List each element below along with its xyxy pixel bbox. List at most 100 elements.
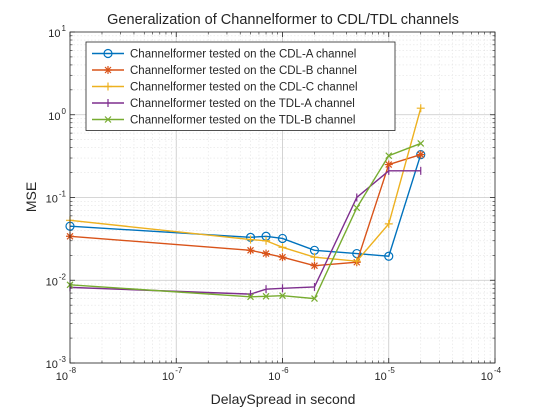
legend-label: Channelformer tested on the CDL-C channe… <box>130 82 358 94</box>
legend-marker <box>103 48 113 59</box>
legend-label: Channelformer tested on the TDL-B channe… <box>130 115 355 127</box>
x-tick-base: 10 <box>56 371 68 383</box>
data-point-shape <box>311 295 318 303</box>
y-tick-label: 110 <box>48 24 66 40</box>
y-tick-base: 10 <box>48 111 60 123</box>
legend-item-2: Channelformer tested on the CDL-B channe… <box>92 65 357 77</box>
data-point <box>310 261 319 270</box>
data-point <box>384 219 393 228</box>
data-point-shape <box>416 104 425 113</box>
data-point-shape <box>352 257 361 266</box>
data-point <box>385 152 393 160</box>
data-point <box>311 295 318 303</box>
series-layer <box>65 104 426 303</box>
legend-item-1: Channelformer tested on the CDL-A channe… <box>92 49 356 61</box>
y-tick-exponent: -2 <box>59 272 67 281</box>
data-point-shape <box>310 253 319 262</box>
series-line <box>69 170 421 295</box>
data-point-shape <box>247 293 254 301</box>
data-point <box>310 253 319 262</box>
legend-label: Channelformer tested on the CDL-A channe… <box>130 49 356 61</box>
data-point <box>416 150 425 159</box>
data-point <box>417 140 425 147</box>
x-tick-label: 10-7 <box>162 366 183 383</box>
data-point <box>353 204 361 212</box>
y-tick-base: 10 <box>46 359 58 371</box>
data-point-shape <box>384 160 393 169</box>
y-tick-base: 10 <box>48 28 60 40</box>
data-point-shape <box>262 236 271 245</box>
data-point-shape <box>246 246 255 255</box>
data-point-shape <box>278 253 287 262</box>
data-point-shape <box>277 233 288 244</box>
y-tick-label: -210 <box>46 272 67 288</box>
legend-marker-shape <box>104 66 112 74</box>
data-point <box>279 292 286 300</box>
data-point-shape <box>310 261 319 270</box>
data-point-shape <box>262 249 271 258</box>
data-point-shape <box>417 140 425 147</box>
x-tick-exponent: -5 <box>388 366 396 375</box>
legend-marker-shape <box>104 82 112 91</box>
x-tick-label: 10-5 <box>375 366 396 383</box>
data-point-shape <box>246 235 255 244</box>
data-point-shape <box>385 152 393 160</box>
legend-label: Channelformer tested on the TDL-A channe… <box>130 98 355 110</box>
legend-marker <box>104 82 112 91</box>
x-tick-exponent: -4 <box>494 366 502 375</box>
chart-title: Generalization of Channelformer to CDL/T… <box>107 12 459 28</box>
x-tick-base: 10 <box>375 371 387 383</box>
x-tick-label: 10-6 <box>268 366 289 383</box>
x-tick-base: 10 <box>162 371 174 383</box>
legend-item-4: Channelformer tested on the TDL-A channe… <box>92 98 355 110</box>
y-tick-label: -310 <box>46 355 67 371</box>
data-point <box>262 292 270 300</box>
x-tick-label: 10-4 <box>481 366 502 383</box>
data-point <box>246 246 255 255</box>
data-point <box>416 104 425 113</box>
data-point-shape <box>384 251 394 261</box>
x-tick-exponent: -8 <box>69 366 77 375</box>
y-tick-exponent: 0 <box>62 107 67 116</box>
axes-box <box>69 31 496 364</box>
x-tick-exponent: -6 <box>282 366 290 375</box>
y-tick-exponent: 1 <box>62 24 67 33</box>
y-tick-base: 10 <box>46 276 58 288</box>
data-point <box>262 249 271 258</box>
legend: Channelformer tested on the CDL-A channe… <box>85 41 396 131</box>
y-tick-label: -110 <box>46 190 67 206</box>
series-line <box>69 142 421 300</box>
y-axis-label: MSE <box>23 182 39 212</box>
x-tick-base: 10 <box>481 371 493 383</box>
y-tick-exponent: -3 <box>59 355 67 364</box>
y-tick-base: 10 <box>46 194 58 206</box>
data-point <box>384 160 393 169</box>
data-point <box>278 243 287 252</box>
legend-marker <box>104 66 112 74</box>
data-point <box>246 235 255 244</box>
y-tick-label: 010 <box>48 107 66 123</box>
legend-box <box>85 41 396 131</box>
data-point-shape <box>353 204 361 212</box>
legend-marker <box>104 116 112 123</box>
x-tick-label: 10-8 <box>56 366 77 383</box>
legend-marker-shape <box>103 48 113 59</box>
legend-label: Channelformer tested on the CDL-B channe… <box>130 65 357 77</box>
x-axis-label: DelaySpread in second <box>211 391 356 407</box>
legend-item-3: Channelformer tested on the CDL-C channe… <box>92 82 358 94</box>
data-point <box>352 257 361 266</box>
data-point <box>384 251 394 261</box>
x-tick-exponent: -7 <box>175 366 183 375</box>
series-3 <box>66 104 425 266</box>
data-point-shape <box>384 219 393 228</box>
data-point <box>277 233 288 244</box>
data-point-shape <box>279 292 286 300</box>
data-point <box>278 253 287 262</box>
x-tick-base: 10 <box>268 371 280 383</box>
data-point-shape <box>262 292 270 300</box>
y-tick-exponent: -1 <box>59 190 67 199</box>
data-point <box>247 293 254 301</box>
legend-marker-shape <box>104 116 112 123</box>
